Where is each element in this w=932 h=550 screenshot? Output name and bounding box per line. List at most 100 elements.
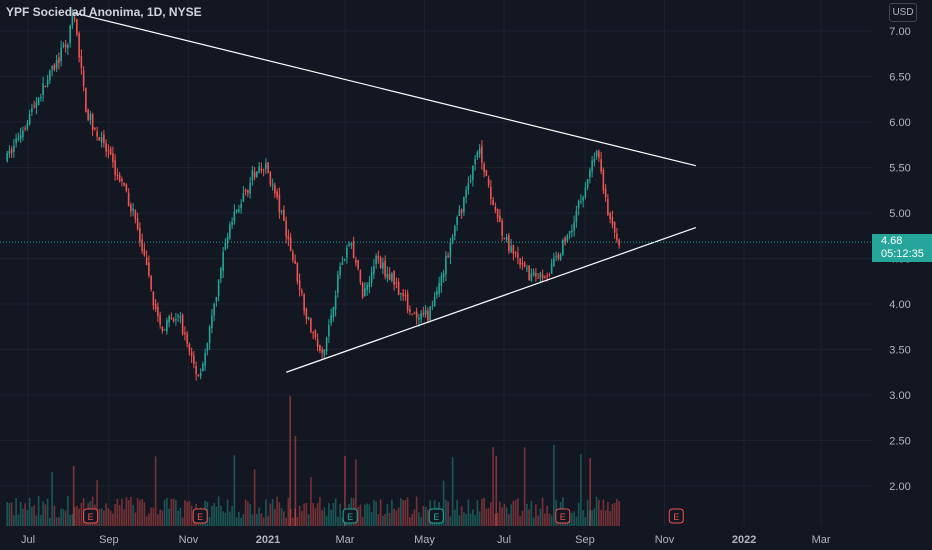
volume-bar <box>321 510 323 526</box>
candle-body <box>337 274 339 294</box>
candle-body <box>265 163 267 170</box>
volume-spike <box>589 458 591 526</box>
candle-body <box>530 273 533 282</box>
volume-bar <box>145 516 148 526</box>
candle-body <box>575 210 578 223</box>
volume-bar <box>53 505 56 526</box>
volume-bar <box>602 499 605 526</box>
volume-bar <box>215 506 218 526</box>
candle-body <box>238 209 240 212</box>
volume-bar <box>521 510 524 526</box>
candle-body <box>116 174 119 176</box>
candle-body <box>285 220 287 237</box>
price-axis[interactable]: 2.002.503.003.504.004.505.005.506.006.50… <box>889 26 910 493</box>
volume-bar <box>292 517 294 526</box>
candle-body <box>382 262 384 269</box>
candle-body <box>251 170 254 181</box>
candle-body <box>114 160 116 175</box>
candle-body <box>159 314 161 325</box>
volume-bar <box>310 477 312 526</box>
candle-body <box>377 255 380 260</box>
volume-bar <box>593 508 596 526</box>
volume-bar <box>400 498 402 526</box>
time-tick-label: Nov <box>179 534 199 546</box>
candle-body <box>204 352 206 366</box>
price-tick-label: 6.00 <box>889 117 910 129</box>
candle-body <box>15 138 17 144</box>
candle-body <box>181 314 184 335</box>
volume-bar <box>60 508 62 526</box>
volume-bar <box>105 503 107 526</box>
candle-body <box>175 319 177 321</box>
volume-spike <box>289 396 291 526</box>
volume-bar <box>418 512 420 526</box>
volume-bar <box>40 514 42 526</box>
volume-bar <box>357 506 359 526</box>
candle-body <box>463 196 465 213</box>
candle-body <box>211 315 213 328</box>
candle-body <box>474 159 476 165</box>
candle-body <box>91 114 94 131</box>
volume-bar <box>242 514 245 526</box>
candle-body <box>148 262 150 276</box>
candle-body <box>379 258 382 268</box>
volume-bar <box>337 516 339 526</box>
candle-body <box>202 363 204 371</box>
candle-body <box>208 326 211 343</box>
candle-body <box>6 153 8 162</box>
candle-body <box>24 128 26 130</box>
volume-bar <box>330 509 332 526</box>
volume-bar <box>546 505 548 526</box>
candle-body <box>526 267 528 269</box>
earnings-marker <box>83 508 99 524</box>
candle-body <box>152 291 155 306</box>
volume-bar <box>116 498 119 526</box>
volume-bar <box>467 499 470 526</box>
candle-body <box>40 97 42 99</box>
volume-bar <box>13 515 15 526</box>
trendlines[interactable] <box>73 12 697 373</box>
candle-body <box>258 165 260 173</box>
volume-bar <box>181 517 184 526</box>
volume-bar <box>33 505 35 526</box>
last-price-value: 4.68 <box>881 235 903 247</box>
candle-body <box>548 274 551 276</box>
candle-body <box>231 222 233 226</box>
candle-body <box>172 319 175 321</box>
candle-body <box>580 201 582 203</box>
candle-body <box>413 313 416 315</box>
volume-bar <box>424 507 427 526</box>
candle-body <box>247 190 249 193</box>
candle-body <box>564 237 566 243</box>
price-tick-label: 2.50 <box>889 436 910 448</box>
volume-spike <box>344 456 346 526</box>
candle-body <box>132 208 134 211</box>
candle-body <box>217 279 220 297</box>
volume-bar <box>240 517 242 526</box>
candle-body <box>35 102 38 108</box>
candle-body <box>190 351 193 357</box>
candle-body <box>602 169 605 191</box>
candle-body <box>73 17 76 19</box>
volume-bar <box>46 498 49 526</box>
candle-body <box>109 148 112 155</box>
time-tick-label: Sep <box>99 534 119 546</box>
volume-bar <box>449 516 452 526</box>
candle-body <box>253 172 256 178</box>
candle-body <box>305 308 308 320</box>
candle-body <box>420 313 422 320</box>
volume-bar <box>179 507 182 526</box>
currency-button[interactable]: USD <box>889 3 917 22</box>
time-axis[interactable]: Jul Sep Nov 2021 Mar May Jul Sep Nov 2022 Mar <box>21 534 831 546</box>
volume-bar <box>391 499 393 526</box>
candle-body <box>514 252 517 254</box>
candle-body <box>240 203 242 209</box>
volume-bar <box>157 514 159 526</box>
candle-body <box>301 290 303 293</box>
candle-body <box>316 339 319 347</box>
candlesticks <box>6 9 620 381</box>
candle-body <box>166 320 168 332</box>
candle-body <box>121 179 123 182</box>
